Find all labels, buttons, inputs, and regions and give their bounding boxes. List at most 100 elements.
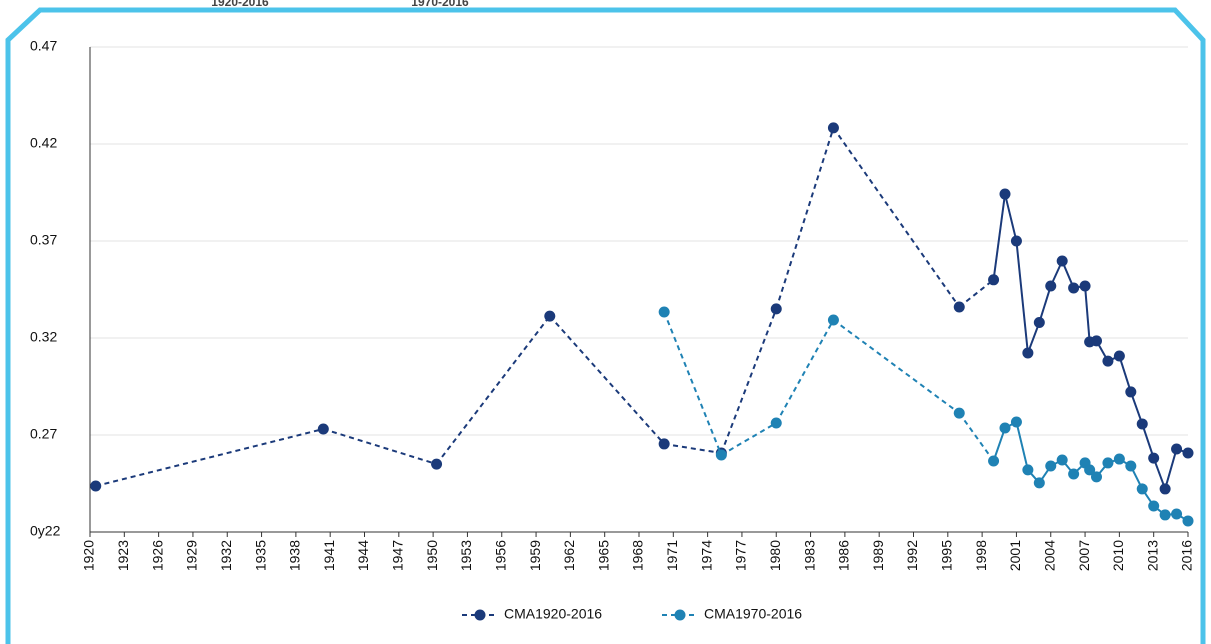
point bbox=[770, 303, 782, 315]
point bbox=[1148, 452, 1160, 464]
point bbox=[1125, 386, 1137, 398]
point bbox=[1079, 280, 1091, 292]
x-tick-label: 2007 bbox=[1076, 540, 1092, 571]
line-segment bbox=[832, 127, 961, 308]
legend-label: CMA1970-2016 bbox=[704, 606, 802, 622]
point bbox=[715, 449, 727, 461]
line-segment bbox=[1015, 421, 1029, 471]
point bbox=[1113, 350, 1125, 362]
line-segment bbox=[1164, 448, 1178, 490]
x-tick-label: 1968 bbox=[630, 540, 646, 571]
x-tick-label: 1926 bbox=[149, 540, 165, 571]
line-segment bbox=[1015, 240, 1029, 354]
point bbox=[90, 480, 102, 492]
line-segment bbox=[992, 193, 1006, 280]
point bbox=[1010, 416, 1022, 428]
line-segment bbox=[549, 315, 665, 445]
line-segment bbox=[663, 311, 723, 456]
point bbox=[544, 310, 556, 322]
point bbox=[1091, 471, 1102, 483]
frame bbox=[5, 7, 1206, 644]
y-tick-label: 0.37 bbox=[30, 232, 57, 248]
point bbox=[1136, 483, 1148, 495]
x-tick-label: 1992 bbox=[904, 540, 920, 571]
point bbox=[1171, 508, 1183, 520]
point bbox=[988, 455, 1000, 467]
x-tick-label: 1989 bbox=[870, 540, 886, 571]
point bbox=[770, 417, 782, 429]
line-segment bbox=[1141, 423, 1155, 459]
x-tick-label: 2004 bbox=[1041, 540, 1057, 571]
annotation: 1920-2016 bbox=[211, 0, 269, 9]
point bbox=[1068, 282, 1080, 294]
line-segment bbox=[958, 412, 995, 462]
y-tick-label: 0.47 bbox=[30, 38, 57, 54]
x-tick-label: 1941 bbox=[321, 540, 337, 571]
point bbox=[1045, 460, 1057, 472]
point bbox=[1084, 464, 1096, 476]
point bbox=[1033, 316, 1045, 328]
x-tick-label: 2016 bbox=[1179, 540, 1195, 571]
point bbox=[1171, 443, 1183, 455]
legend-marker bbox=[674, 609, 686, 621]
x-tick-label: 1953 bbox=[458, 540, 474, 571]
point bbox=[999, 422, 1011, 434]
x-tick-label: 2013 bbox=[1144, 540, 1160, 571]
legend-marker bbox=[474, 609, 486, 621]
x-tick-label: 1950 bbox=[424, 540, 440, 571]
line-segment bbox=[1038, 285, 1052, 323]
point bbox=[1056, 454, 1068, 466]
x-tick-label: 1974 bbox=[698, 540, 714, 571]
line-segment bbox=[720, 308, 778, 454]
x-tick-label: 1938 bbox=[287, 540, 303, 571]
point bbox=[1091, 335, 1102, 347]
point bbox=[1136, 418, 1148, 430]
y-tick-label: 0.32 bbox=[30, 329, 57, 345]
line-segment bbox=[832, 319, 960, 414]
x-tick-label: 1956 bbox=[492, 540, 508, 571]
point bbox=[1068, 468, 1080, 480]
point bbox=[658, 438, 670, 450]
point bbox=[999, 188, 1011, 200]
x-tick-label: 1962 bbox=[561, 540, 577, 571]
point bbox=[1102, 355, 1114, 367]
y-tick-label: 0.27 bbox=[30, 426, 57, 442]
x-tick-label: 1923 bbox=[115, 540, 131, 571]
line-segment bbox=[1084, 285, 1091, 342]
x-tick-label: 1929 bbox=[184, 540, 200, 571]
line-segment bbox=[95, 428, 324, 487]
point bbox=[1113, 453, 1125, 465]
line-segment bbox=[1118, 355, 1132, 393]
y-tick-label: 0y22 bbox=[30, 523, 61, 539]
x-tick-label: 1965 bbox=[595, 540, 611, 571]
x-tick-label: 1947 bbox=[390, 540, 406, 571]
line-segment bbox=[958, 279, 995, 308]
point bbox=[1022, 464, 1034, 476]
x-tick-label: 1995 bbox=[939, 540, 955, 571]
line-segment bbox=[1129, 391, 1144, 425]
point bbox=[827, 314, 839, 326]
point bbox=[1102, 457, 1114, 469]
point bbox=[1010, 235, 1022, 247]
x-tick-label: 1977 bbox=[733, 540, 749, 571]
x-tick-label: 2010 bbox=[1110, 540, 1126, 571]
x-tick-label: 1944 bbox=[355, 540, 371, 571]
point bbox=[1159, 483, 1171, 495]
point bbox=[988, 274, 1000, 286]
annotation: 1970-2016 bbox=[411, 0, 469, 9]
point bbox=[1125, 460, 1137, 472]
y-tick-label: 0.42 bbox=[30, 135, 57, 151]
legend-label: CMA1920-2016 bbox=[504, 606, 602, 622]
point bbox=[1045, 280, 1057, 292]
line-segment bbox=[992, 427, 1006, 462]
x-tick-label: 1920 bbox=[81, 540, 97, 571]
x-tick-label: 1986 bbox=[836, 540, 852, 571]
x-tick-label: 1980 bbox=[767, 540, 783, 571]
line-segment bbox=[775, 127, 835, 310]
point bbox=[1033, 477, 1045, 489]
point bbox=[1159, 509, 1171, 521]
line-segment bbox=[435, 315, 551, 465]
x-tick-label: 1959 bbox=[527, 540, 543, 571]
x-tick-label: 1932 bbox=[218, 540, 234, 571]
point bbox=[1148, 500, 1160, 512]
